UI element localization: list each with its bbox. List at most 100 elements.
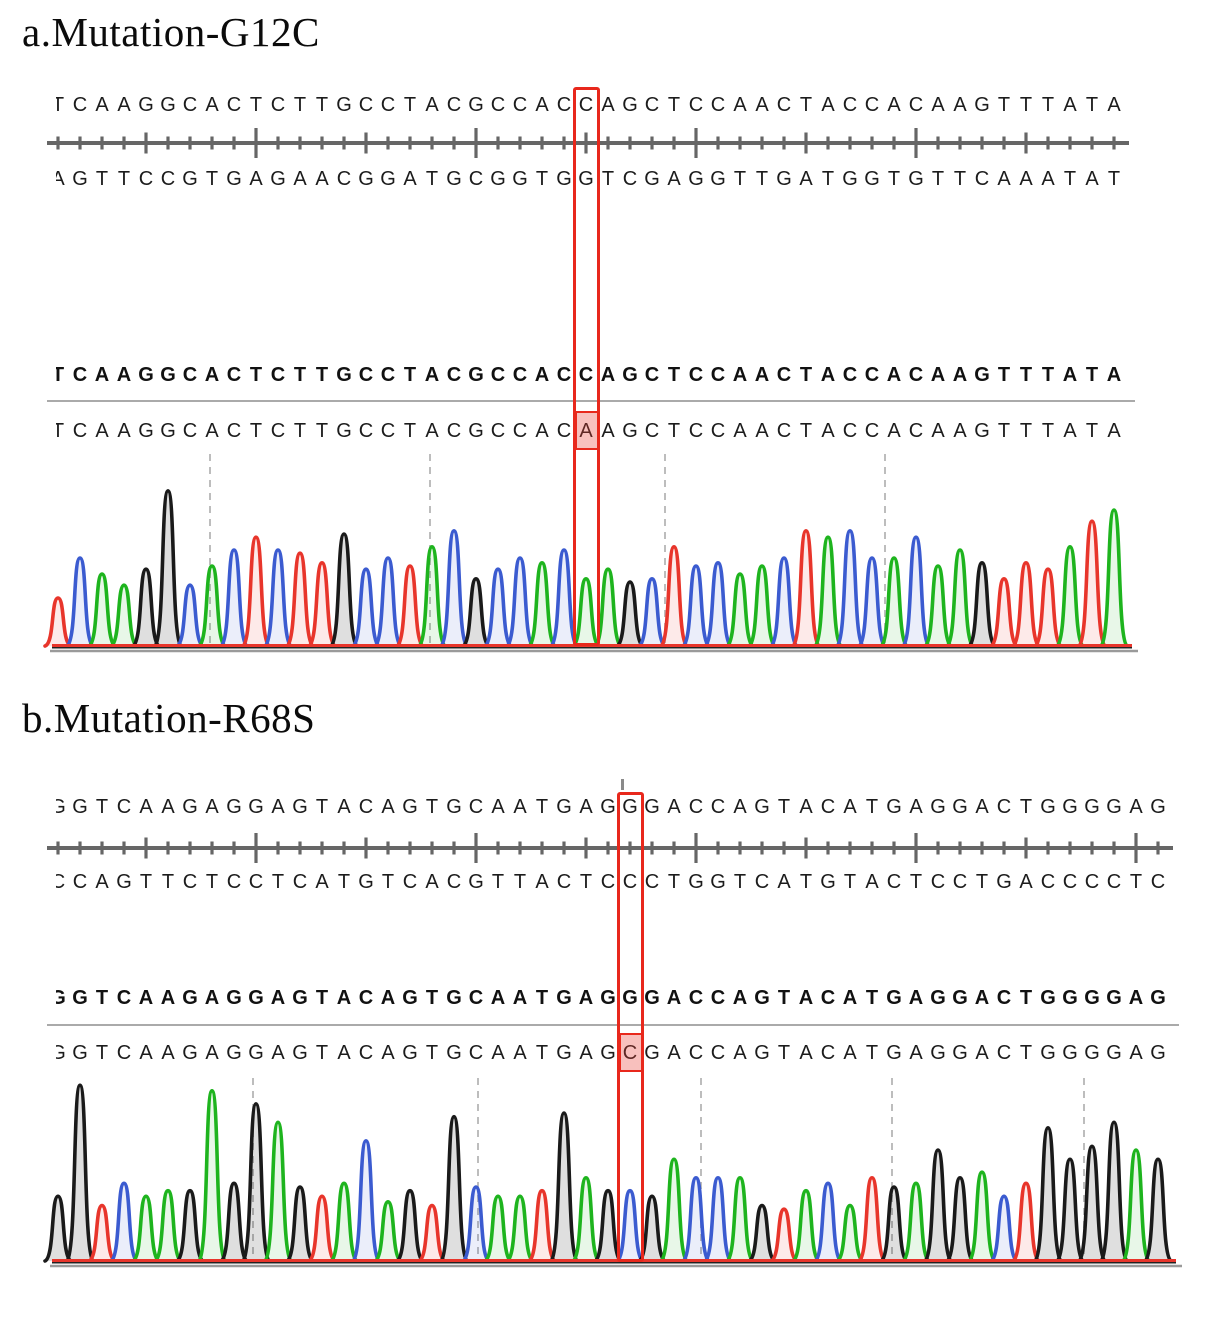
base-char: A <box>952 364 968 386</box>
base-char: C <box>226 364 242 386</box>
base-char: T <box>95 1042 109 1064</box>
base-char: G <box>644 796 660 818</box>
base-char: A <box>821 94 835 116</box>
base-char: C <box>688 420 704 442</box>
base-char: C <box>358 364 374 386</box>
base-char: T <box>1019 796 1033 818</box>
base-char: G <box>556 1042 572 1064</box>
base-char: A <box>1106 364 1122 386</box>
base-char: G <box>754 987 770 1009</box>
base-char: T <box>579 871 593 893</box>
base-char: T <box>95 987 109 1009</box>
base-char: C <box>72 420 88 442</box>
base-char: G <box>556 796 572 818</box>
base-char: A <box>1063 94 1077 116</box>
base-char: A <box>161 1042 175 1064</box>
base-char: T <box>1019 1042 1033 1064</box>
base-char: C <box>116 1042 132 1064</box>
base-char: T <box>95 796 109 818</box>
base-char: G <box>1106 987 1122 1009</box>
base-char: T <box>777 1042 791 1064</box>
base-char: C <box>270 420 286 442</box>
base-char: A <box>117 420 131 442</box>
base-char: G <box>160 420 176 442</box>
base-char: C <box>468 796 484 818</box>
base-char: T <box>249 420 263 442</box>
base-char: A <box>1063 420 1077 442</box>
base-char: G <box>776 168 792 190</box>
base-char: G <box>226 1042 242 1064</box>
base-char: G <box>1150 796 1166 818</box>
base-char: G <box>644 168 660 190</box>
base-char: A <box>733 420 747 442</box>
base-char: A <box>337 796 351 818</box>
base-char: T <box>1019 364 1033 386</box>
panel-b-chromatogram <box>43 1078 1182 1268</box>
base-char: A <box>270 987 286 1009</box>
base-char: C <box>974 168 990 190</box>
base-char: T <box>1019 987 1033 1009</box>
base-char: C <box>776 94 792 116</box>
base-char: C <box>556 364 572 386</box>
base-char: G <box>754 1042 770 1064</box>
base-char: T <box>909 871 923 893</box>
base-char: C <box>556 94 572 116</box>
base-char: T <box>315 364 329 386</box>
base-char: G <box>1150 987 1166 1009</box>
base-char: C <box>358 1042 374 1064</box>
base-char: T <box>997 364 1011 386</box>
base-char: T <box>249 94 263 116</box>
base-char: G <box>402 796 418 818</box>
base-char: T <box>139 871 153 893</box>
base-char: G <box>446 168 462 190</box>
base-char: A <box>974 987 990 1009</box>
base-char: A <box>336 987 352 1009</box>
base-char: T <box>1085 364 1099 386</box>
base-char: C <box>820 987 836 1009</box>
panel-a-divider-line <box>47 400 1135 402</box>
base-char: C <box>336 168 352 190</box>
base-char: G <box>72 1042 88 1064</box>
base-char: G <box>622 420 638 442</box>
base-char: A <box>601 420 615 442</box>
base-char: C <box>468 1042 484 1064</box>
base-char: G <box>622 987 638 1009</box>
base-char: C <box>1040 871 1056 893</box>
base-char: A <box>799 796 813 818</box>
base-char: A <box>1107 94 1121 116</box>
base-char: G <box>248 987 264 1009</box>
base-char: A <box>293 168 307 190</box>
base-char: A <box>579 796 593 818</box>
base-char: C <box>842 420 858 442</box>
base-char: A <box>160 987 176 1009</box>
base-char: C <box>160 168 176 190</box>
panel-b-title: b.Mutation-R68S <box>22 695 316 741</box>
base-char: G <box>974 94 990 116</box>
base-char: G <box>974 420 990 442</box>
base-char: A <box>315 871 329 893</box>
base-char: C <box>182 94 198 116</box>
base-char: G <box>842 168 858 190</box>
base-char: A <box>139 796 153 818</box>
base-char: T <box>931 168 945 190</box>
base-char: C <box>1150 871 1166 893</box>
base-char: A <box>403 168 417 190</box>
base-char: C <box>446 364 462 386</box>
base-char: A <box>381 1042 395 1064</box>
base-char: T <box>667 871 681 893</box>
panel-a-position-ruler <box>47 128 1129 158</box>
base-char: C <box>490 420 506 442</box>
base-char: C <box>908 364 924 386</box>
base-char: C <box>512 364 528 386</box>
base-char: C <box>600 871 616 893</box>
base-char: A <box>205 796 219 818</box>
base-char: T <box>1041 420 1055 442</box>
base-char: G <box>446 796 462 818</box>
base-char: G <box>578 168 594 190</box>
base-char: A <box>887 420 901 442</box>
base-char: G <box>952 987 968 1009</box>
base-char: C <box>864 420 880 442</box>
base-char: G <box>116 871 132 893</box>
base-char: C <box>644 420 660 442</box>
